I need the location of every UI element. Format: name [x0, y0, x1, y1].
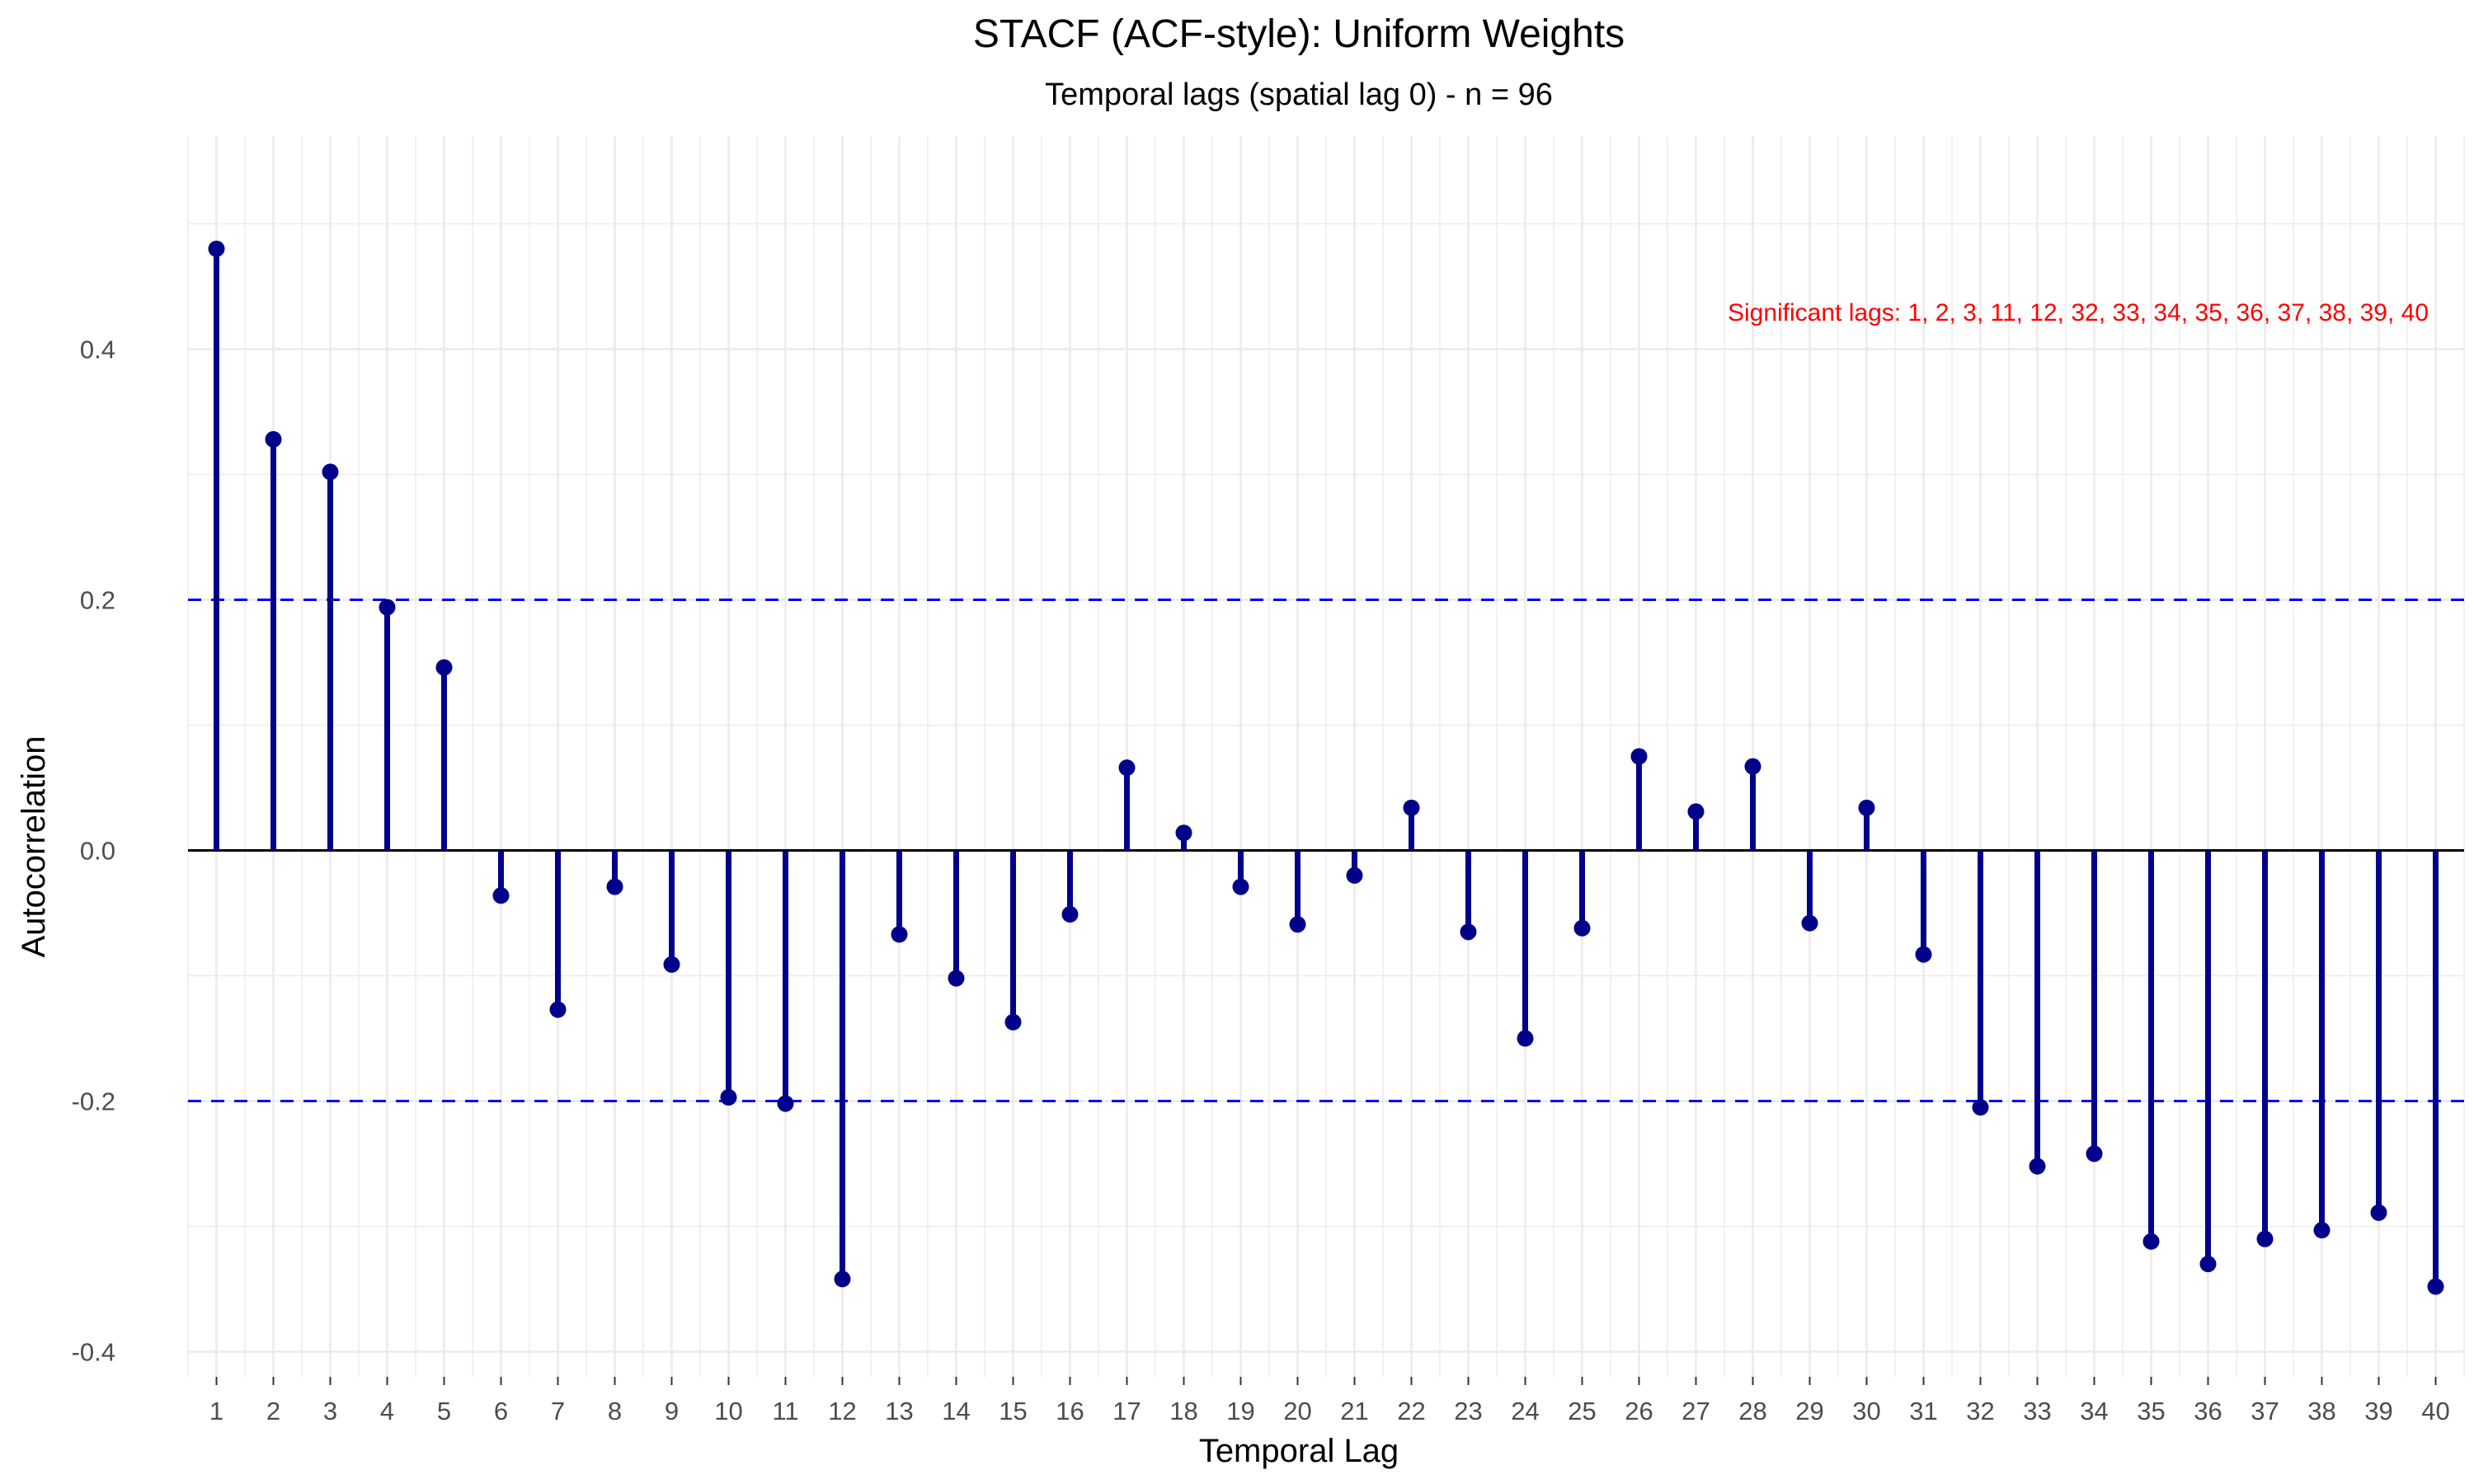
x-tick-label: 29	[1795, 1397, 1823, 1425]
point-lag-5	[435, 659, 453, 676]
point-lag-21	[1346, 866, 1363, 884]
x-tick-label: 5	[437, 1397, 451, 1425]
y-tick-label: -0.4	[72, 1338, 115, 1367]
point-lag-25	[1573, 919, 1591, 937]
point-lag-30	[1858, 799, 1875, 816]
point-lag-27	[1687, 803, 1705, 820]
point-lag-15	[1004, 1013, 1022, 1031]
point-lag-18	[1175, 824, 1192, 842]
point-lag-4	[379, 599, 396, 616]
x-tick-label: 8	[608, 1397, 622, 1425]
x-tick-label: 34	[2080, 1397, 2108, 1425]
point-lag-37	[2256, 1230, 2274, 1247]
chart-subtitle: Temporal lags (spatial lag 0) - n = 96	[1045, 77, 1553, 112]
x-tick-label: 21	[1340, 1397, 1368, 1425]
x-tick-label: 22	[1397, 1397, 1425, 1425]
x-tick-label: 40	[2421, 1397, 2449, 1425]
x-tick-label: 13	[885, 1397, 913, 1425]
point-lag-33	[2029, 1158, 2046, 1175]
point-lag-39	[2370, 1204, 2387, 1221]
point-lag-16	[1061, 906, 1079, 923]
x-axis-ticks: 1 2 3 4 5 6 7 8 9 10 11 12 13 14 15 16 17 18 19 20 21 22 23 24 2…	[209, 1377, 2450, 1425]
point-lag-32	[1972, 1099, 1989, 1116]
x-tick-label: 20	[1283, 1397, 1311, 1425]
point-lag-31	[1915, 946, 1932, 963]
point-lag-10	[720, 1088, 737, 1106]
x-tick-label: 36	[2194, 1397, 2222, 1425]
reference-lines	[188, 598, 2464, 1103]
x-tick-label: 17	[1112, 1397, 1141, 1425]
point-lag-13	[891, 926, 908, 943]
x-tick-label: 31	[1909, 1397, 1937, 1425]
x-tick-label: 19	[1226, 1397, 1254, 1425]
y-tick-label: 0.0	[80, 837, 115, 866]
point-lag-3	[322, 463, 339, 481]
point-lag-20	[1289, 916, 1306, 933]
point-lag-9	[663, 956, 680, 973]
point-lag-6	[492, 887, 510, 904]
x-tick-label: 32	[1966, 1397, 1994, 1425]
point-lag-8	[606, 878, 623, 895]
x-tick-label: 24	[1511, 1397, 1539, 1425]
stems	[214, 248, 2439, 1287]
x-tick-label: 25	[1568, 1397, 1596, 1425]
point-lag-24	[1517, 1030, 1534, 1047]
point-lag-38	[2313, 1222, 2331, 1239]
x-tick-label: 14	[942, 1397, 970, 1425]
x-tick-label: 30	[1852, 1397, 1880, 1425]
x-tick-label: 2	[266, 1397, 280, 1425]
y-tick-label: -0.2	[72, 1087, 115, 1116]
significant-lags-annotation: Significant lags: 1, 2, 3, 11, 12, 32, 3…	[1728, 299, 2429, 326]
point-lag-26	[1630, 748, 1648, 765]
y-tick-label: 0.4	[80, 335, 115, 364]
point-lag-35	[2142, 1233, 2160, 1250]
point-lag-40	[2427, 1278, 2444, 1295]
point-lag-1	[208, 240, 225, 257]
x-tick-label: 12	[828, 1397, 856, 1425]
x-tick-label: 9	[665, 1397, 679, 1425]
y-tick-label: 0.2	[80, 585, 115, 614]
x-tick-label: 28	[1738, 1397, 1766, 1425]
point-lag-12	[834, 1270, 851, 1288]
point-lag-22	[1403, 799, 1420, 816]
y-axis-ticks: -0.4 -0.2 0.0 0.2 0.4	[72, 335, 115, 1366]
y-axis-title: Autocorrelation	[16, 735, 52, 957]
x-tick-label: 18	[1169, 1397, 1197, 1425]
point-lag-34	[2086, 1145, 2103, 1162]
x-tick-label: 4	[380, 1397, 394, 1425]
x-tick-label: 1	[209, 1397, 223, 1425]
x-tick-label: 37	[2251, 1397, 2279, 1425]
points	[208, 240, 2444, 1295]
x-tick-label: 11	[772, 1397, 798, 1425]
x-axis-title: Temporal Lag	[1199, 1433, 1399, 1469]
x-tick-label: 7	[551, 1397, 565, 1425]
x-tick-label: 33	[2023, 1397, 2051, 1425]
x-tick-label: 6	[494, 1397, 508, 1425]
point-lag-23	[1460, 923, 1477, 941]
point-lag-36	[2199, 1256, 2217, 1273]
point-lag-7	[549, 1001, 567, 1018]
point-lag-29	[1801, 914, 1818, 932]
x-tick-label: 27	[1681, 1397, 1710, 1425]
x-tick-label: 23	[1454, 1397, 1482, 1425]
x-tick-label: 26	[1625, 1397, 1653, 1425]
point-lag-19	[1232, 878, 1249, 895]
point-lag-2	[265, 430, 282, 448]
x-tick-label: 15	[999, 1397, 1027, 1425]
x-tick-label: 16	[1056, 1397, 1084, 1425]
point-lag-11	[777, 1095, 794, 1112]
point-lag-14	[948, 970, 965, 987]
x-tick-label: 38	[2307, 1397, 2335, 1425]
x-tick-label: 10	[714, 1397, 742, 1425]
x-tick-label: 3	[323, 1397, 337, 1425]
chart-title: STACF (ACF-style): Uniform Weights	[973, 12, 1625, 56]
x-tick-label: 35	[2137, 1397, 2165, 1425]
point-lag-17	[1118, 759, 1136, 777]
x-tick-label: 39	[2364, 1397, 2392, 1425]
point-lag-28	[1744, 758, 1761, 775]
